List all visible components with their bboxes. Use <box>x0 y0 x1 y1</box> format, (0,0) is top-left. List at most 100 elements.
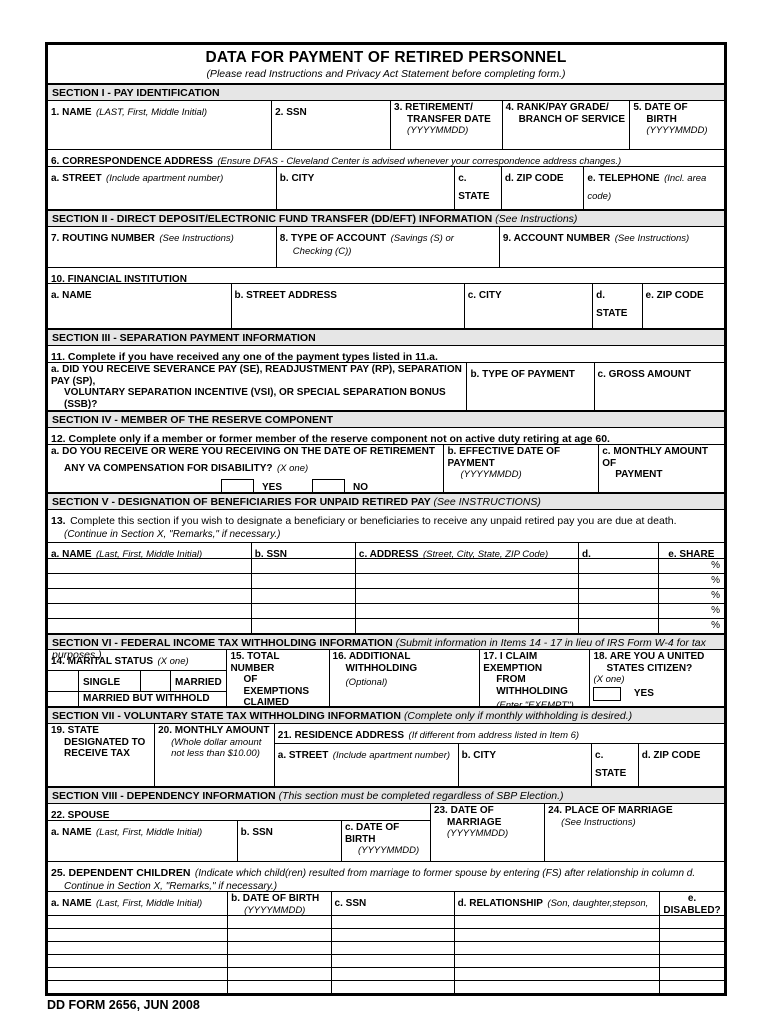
field-24-place-of-marriage[interactable]: 24. PLACE OF MARRIAGE (See Instructions) <box>544 804 724 861</box>
beneficiary-2-address[interactable] <box>354 574 578 588</box>
beneficiary-3-ssn[interactable] <box>250 589 355 603</box>
checkbox-12-no[interactable] <box>312 478 346 492</box>
field-22a-spouse-name[interactable]: a. NAME (Last, First, Middle Initial) <box>48 821 237 861</box>
child-3-relationship[interactable] <box>453 942 660 954</box>
field-10a-bank-name[interactable]: a. NAME <box>48 284 231 328</box>
field-8-account-type[interactable]: 8. TYPE OF ACCOUNT (Savings (S) or Check… <box>275 227 499 267</box>
field-6d-zip[interactable]: d. ZIP CODE <box>500 167 583 209</box>
child-1-disabled[interactable] <box>659 916 724 928</box>
field-11c-gross-amount[interactable]: c. GROSS AMOUNT <box>593 363 724 410</box>
checkbox-12-yes[interactable] <box>221 478 254 492</box>
beneficiary-5-address[interactable] <box>354 619 578 633</box>
children-col-dob: b. DATE OF BIRTH (YYYYMMDD) <box>227 892 330 915</box>
field-6a-street[interactable]: a. STREET (Include apartment number) <box>48 167 276 209</box>
field-6c-state[interactable]: c. STATE <box>454 167 501 209</box>
field-21d-zip[interactable]: d. ZIP CODE <box>637 744 724 786</box>
child-6-relationship[interactable] <box>453 981 660 993</box>
child-3-ssn[interactable] <box>330 942 454 954</box>
checkbox-14-married-higher[interactable] <box>48 692 78 706</box>
beneficiary-4-relationship[interactable] <box>577 604 658 618</box>
checkbox-14-single[interactable] <box>48 671 78 691</box>
field-11b-payment-type[interactable]: b. TYPE OF PAYMENT <box>466 363 593 410</box>
field-6b-city[interactable]: b. CITY <box>275 167 454 209</box>
field-19-state-designated[interactable]: 19. STATE DESIGNATED TO RECEIVE TAX <box>48 724 154 786</box>
child-5-relationship[interactable] <box>453 968 660 980</box>
field-10e-bank-zip[interactable]: e. ZIP CODE <box>641 284 724 328</box>
field-3-retirement-date[interactable]: 3. RETIREMENT/ TRANSFER DATE (YYYYMMDD) <box>390 101 502 149</box>
child-2-dob[interactable] <box>227 929 330 941</box>
child-6-name[interactable] <box>48 981 227 993</box>
field-20-monthly-amount[interactable]: 20. MONTHLY AMOUNT (Whole dollar amount … <box>154 724 274 786</box>
beneficiary-1-share[interactable]: % <box>657 559 724 573</box>
field-2-ssn[interactable]: 2. SSN <box>271 101 390 149</box>
beneficiary-1-name[interactable] <box>48 559 251 573</box>
child-4-disabled[interactable] <box>659 955 724 967</box>
child-2-relationship[interactable] <box>453 929 660 941</box>
field-12c-label-1: c. MONTHLY AMOUNT OF <box>602 446 708 469</box>
beneficiary-1-address[interactable] <box>354 559 578 573</box>
field-9-account-number[interactable]: 9. ACCOUNT NUMBER (See Instructions) <box>498 227 724 267</box>
beneficiary-1-relationship[interactable] <box>577 559 658 573</box>
field-15-exemptions[interactable]: 15. TOTAL NUMBER OF EXEMPTIONS CLAIMED <box>226 650 328 706</box>
beneficiary-5-share[interactable]: % <box>657 619 724 633</box>
field-1-name[interactable]: 1. NAME (LAST, First, Middle Initial) <box>48 101 271 149</box>
field-22b-spouse-ssn[interactable]: b. SSN <box>236 821 341 861</box>
field-10c-bank-city[interactable]: c. CITY <box>463 284 592 328</box>
beneficiary-2-ssn[interactable] <box>250 574 355 588</box>
field-6e-telephone[interactable]: e. TELEPHONE (Incl. area code) <box>583 167 724 209</box>
field-21c-state[interactable]: c. STATE <box>591 744 638 786</box>
child-1-name[interactable] <box>48 916 227 928</box>
field-12a-hint: (X one) <box>276 462 309 474</box>
child-1-ssn[interactable] <box>330 916 454 928</box>
child-4-dob[interactable] <box>227 955 330 967</box>
child-4-relationship[interactable] <box>453 955 660 967</box>
child-6-disabled[interactable] <box>659 981 724 993</box>
beneficiary-5-name[interactable] <box>48 619 251 633</box>
field-17-exemption-claim[interactable]: 17. I CLAIM EXEMPTION FROM WITHHOLDING (… <box>479 650 589 706</box>
child-5-dob[interactable] <box>227 968 330 980</box>
beneficiary-2-share[interactable]: % <box>657 574 724 588</box>
child-6-dob[interactable] <box>227 981 330 993</box>
child-3-name[interactable] <box>48 942 227 954</box>
beneficiary-4-share[interactable]: % <box>657 604 724 618</box>
field-16-additional-withholding[interactable]: 16. ADDITIONAL WITHHOLDING (Optional) <box>328 650 480 706</box>
field-4-rank-grade[interactable]: 4. RANK/PAY GRADE/ BRANCH OF SERVICE <box>501 101 630 149</box>
beneficiary-3-name[interactable] <box>48 589 251 603</box>
beneficiary-4-name[interactable] <box>48 604 251 618</box>
beneficiary-3-share[interactable]: % <box>657 589 724 603</box>
field-12b-effective-date[interactable]: b. EFFECTIVE DATE OF PAYMENT (YYYYMMDD) <box>443 445 598 492</box>
child-3-disabled[interactable] <box>659 942 724 954</box>
child-4-name[interactable] <box>48 955 227 967</box>
child-1-dob[interactable] <box>227 916 330 928</box>
beneficiary-2-relationship[interactable] <box>577 574 658 588</box>
child-1-relationship[interactable] <box>453 916 660 928</box>
checkbox-14-married[interactable] <box>140 671 170 691</box>
beneficiary-4-ssn[interactable] <box>250 604 355 618</box>
child-2-disabled[interactable] <box>659 929 724 941</box>
child-5-disabled[interactable] <box>659 968 724 980</box>
beneficiary-3-relationship[interactable] <box>577 589 658 603</box>
beneficiary-5-relationship[interactable] <box>577 619 658 633</box>
checkbox-18-yes[interactable] <box>593 686 622 701</box>
field-21b-city[interactable]: b. CITY <box>457 744 591 786</box>
field-12c-monthly-amount[interactable]: c. MONTHLY AMOUNT OF PAYMENT <box>598 445 724 492</box>
field-10d-bank-state[interactable]: d. STATE <box>592 284 641 328</box>
field-7-routing-number[interactable]: 7. ROUTING NUMBER (See Instructions) <box>48 227 276 267</box>
child-5-name[interactable] <box>48 968 227 980</box>
beneficiary-3-address[interactable] <box>354 589 578 603</box>
child-4-ssn[interactable] <box>330 955 454 967</box>
child-2-ssn[interactable] <box>330 929 454 941</box>
field-10b-bank-street[interactable]: b. STREET ADDRESS <box>230 284 464 328</box>
beneficiary-1-ssn[interactable] <box>250 559 355 573</box>
beneficiary-2-name[interactable] <box>48 574 251 588</box>
child-3-dob[interactable] <box>227 942 330 954</box>
beneficiary-4-address[interactable] <box>354 604 578 618</box>
field-21a-street[interactable]: a. STREET (Include apartment number) <box>275 744 458 786</box>
beneficiary-5-ssn[interactable] <box>250 619 355 633</box>
child-6-ssn[interactable] <box>330 981 454 993</box>
child-5-ssn[interactable] <box>330 968 454 980</box>
field-5-date-of-birth[interactable]: 5. DATE OF BIRTH (YYYYMMDD) <box>629 101 724 149</box>
child-2-name[interactable] <box>48 929 227 941</box>
field-22c-spouse-dob[interactable]: c. DATE OF BIRTH (YYYYMMDD) <box>340 821 430 861</box>
field-23-date-of-marriage[interactable]: 23. DATE OF MARRIAGE (YYYYMMDD) <box>429 804 544 861</box>
